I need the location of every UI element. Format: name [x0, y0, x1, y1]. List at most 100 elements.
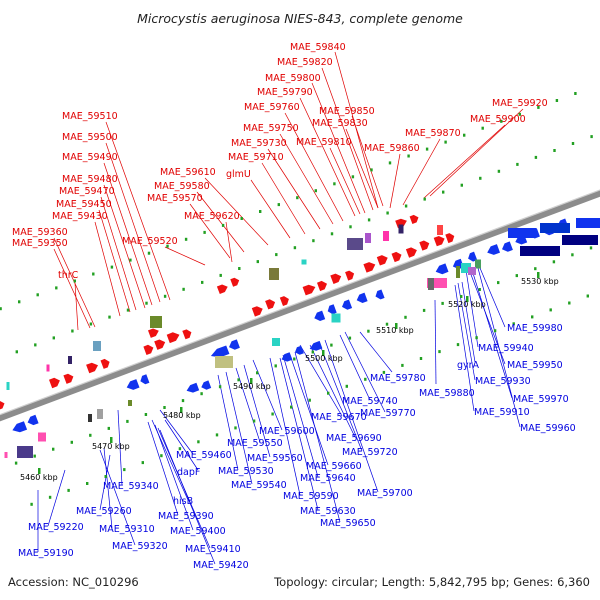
gene-label[interactable]: MAE_59470 — [59, 186, 115, 197]
gene-label[interactable]: MAE_59800 — [265, 73, 321, 84]
gene-label[interactable]: MAE_59450 — [56, 199, 112, 210]
gene-label[interactable]: hisB — [173, 496, 193, 507]
gene-label[interactable]: MAE_59980 — [507, 323, 563, 334]
tick-mark — [481, 126, 484, 130]
gene-block — [128, 400, 132, 406]
gene-label[interactable]: MAE_59900 — [470, 114, 526, 125]
tick-mark — [388, 161, 392, 165]
leader-line — [261, 162, 306, 235]
gene-label[interactable]: MAE_59770 — [360, 408, 416, 419]
gene-label[interactable]: MAE_59720 — [342, 447, 398, 458]
gene-label[interactable]: MAE_59490 — [62, 152, 118, 163]
gene-label[interactable]: MAE_59950 — [507, 360, 563, 371]
tick-mark — [15, 350, 18, 354]
gene-label[interactable]: MAE_59430 — [52, 211, 108, 222]
gene-label[interactable]: MAE_59880 — [419, 388, 475, 399]
gene-label[interactable]: MAE_59840 — [290, 42, 346, 53]
gene-label[interactable]: glmU — [226, 169, 251, 180]
tick-mark — [18, 300, 21, 304]
label-leader-lines — [37, 51, 524, 565]
gene-label[interactable]: MAE_59730 — [231, 138, 287, 149]
gene-label[interactable]: MAE_59780 — [370, 373, 426, 384]
gene-label[interactable]: MAE_59540 — [231, 480, 287, 491]
gene-label[interactable]: MAE_59960 — [520, 423, 576, 434]
gene-label[interactable]: MAE_59530 — [218, 466, 274, 477]
gene-label[interactable]: MAE_59400 — [170, 526, 226, 537]
gene-label[interactable]: MAE_59740 — [342, 396, 398, 407]
gene-label[interactable]: MAE_59690 — [326, 433, 382, 444]
gene-label[interactable]: MAE_59590 — [283, 491, 339, 502]
gene-label[interactable]: MAE_59870 — [405, 128, 461, 139]
tick-mark — [200, 392, 203, 396]
gene-label[interactable]: MAE_59920 — [492, 98, 548, 109]
gene-label[interactable]: MAE_59910 — [474, 407, 530, 418]
tick-mark — [104, 475, 107, 478]
reverse-gene-arrow — [27, 414, 39, 426]
gene-label[interactable]: MAE_59320 — [112, 541, 168, 552]
tick-mark — [555, 99, 559, 102]
tick-mark — [215, 433, 219, 437]
gene-label[interactable]: thrC — [58, 270, 79, 281]
gene-label[interactable]: MAE_59860 — [364, 143, 420, 154]
gene-label[interactable]: MAE_59660 — [306, 461, 362, 472]
gene-label[interactable]: MAE_59940 — [478, 343, 534, 354]
gene-label[interactable]: MAE_59820 — [277, 57, 333, 68]
leader-line — [250, 179, 291, 239]
gene-label[interactable]: MAE_59760 — [244, 102, 300, 113]
reverse-gene-arrow — [309, 340, 323, 351]
gene-label[interactable]: MAE_59710 — [228, 152, 284, 163]
gene-label[interactable]: MAE_59790 — [257, 87, 313, 98]
gene-label[interactable]: MAE_59930 — [475, 376, 531, 387]
gene-label[interactable]: MAE_59410 — [185, 544, 241, 555]
gene-label[interactable]: MAE_59600 — [259, 426, 315, 437]
gene-label[interactable]: MAE_59550 — [227, 438, 283, 449]
gene-label[interactable]: MAE_59670 — [311, 412, 367, 423]
gene-label[interactable]: MAE_59650 — [320, 518, 376, 529]
gene-label[interactable]: gyrA — [457, 360, 480, 371]
leader-line — [429, 108, 524, 197]
gene-label[interactable]: MAE_59750 — [243, 123, 299, 134]
tick-mark — [0, 307, 2, 311]
gene-label[interactable]: MAE_59580 — [154, 181, 210, 192]
tick-mark — [293, 357, 296, 361]
gene-label[interactable]: MAE_59850 — [319, 106, 375, 117]
gene-label[interactable]: MAE_59420 — [193, 560, 249, 571]
gene-label[interactable]: MAE_59260 — [76, 506, 132, 517]
tick-mark — [141, 461, 144, 465]
gene-label[interactable]: MAE_59970 — [513, 394, 569, 405]
gene-label[interactable]: MAE_59350 — [12, 238, 68, 249]
gene-label[interactable]: MAE_59610 — [160, 167, 216, 178]
tick-mark — [382, 370, 386, 374]
gene-label[interactable]: MAE_59310 — [99, 524, 155, 535]
gene-label[interactable]: MAE_59620 — [184, 211, 240, 222]
tick-mark — [327, 391, 330, 395]
leader-line — [479, 267, 506, 328]
leader-line — [98, 209, 131, 313]
gene-label[interactable]: MAE_59830 — [312, 118, 368, 129]
gene-label[interactable]: MAE_59560 — [247, 453, 303, 464]
tick-mark — [419, 357, 423, 360]
major-tick — [537, 272, 540, 278]
gene-label[interactable]: MAE_59340 — [103, 481, 159, 492]
tick-mark — [404, 204, 408, 208]
gene-label[interactable]: MAE_59520 — [122, 236, 178, 247]
gene-label[interactable]: MAE_59700 — [357, 488, 413, 499]
gene-label[interactable]: MAE_59220 — [28, 522, 84, 533]
gene-block — [301, 259, 307, 265]
gene-label[interactable]: MAE_59500 — [62, 132, 118, 143]
tick-mark — [275, 253, 278, 257]
gene-label[interactable]: dapF — [177, 467, 200, 478]
reverse-gene-arrow — [342, 299, 353, 310]
gene-label[interactable]: MAE_59510 — [62, 111, 118, 122]
gene-label[interactable]: MAE_59640 — [300, 473, 356, 484]
gene-label[interactable]: MAE_59480 — [62, 174, 118, 185]
gene-label[interactable]: MAE_59390 — [158, 511, 214, 522]
gene-label[interactable]: MAE_59570 — [147, 193, 203, 204]
gene-label[interactable]: MAE_59810 — [296, 137, 352, 148]
gene-label[interactable]: MAE_59630 — [300, 506, 356, 517]
tick-mark — [36, 293, 39, 297]
gene-label[interactable]: MAE_59360 — [12, 227, 68, 238]
gene-label[interactable]: MAE_59460 — [176, 450, 232, 461]
gene-label[interactable]: MAE_59190 — [18, 548, 74, 559]
leader-line — [103, 184, 146, 309]
